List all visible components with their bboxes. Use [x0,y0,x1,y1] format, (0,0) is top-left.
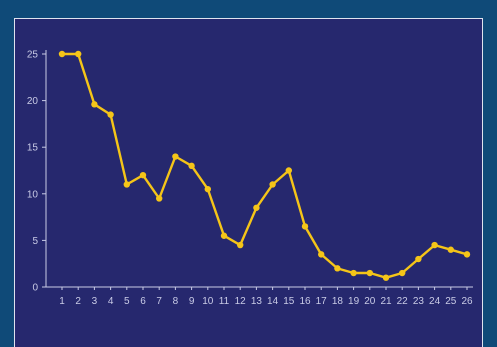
x-tick-label: 16 [299,296,311,307]
x-tick-label: 2 [75,296,81,307]
y-tick-label: 10 [27,189,39,200]
x-tick-label: 21 [380,296,392,307]
data-point [399,269,406,277]
data-point [220,232,228,239]
y-tick-label: 15 [27,143,39,154]
x-tick-label: 20 [364,296,376,307]
x-tick-label: 5 [124,296,130,307]
x-tick-label: 13 [251,296,263,307]
data-point [285,167,292,174]
x-tick-label: 25 [445,296,457,307]
x-tick-label: 14 [267,296,279,307]
data-point [139,171,147,179]
x-tick-label: 8 [173,296,179,307]
data-point [350,269,357,277]
plot-panel [14,18,483,347]
data-point [75,50,82,58]
x-tick-label: 3 [92,296,98,307]
y-tick-label: 0 [32,283,38,294]
y-tick-label: 20 [27,96,39,107]
x-tick-label: 9 [189,296,195,307]
x-tick-label: 10 [202,296,214,307]
data-point [58,50,66,58]
data-point [91,101,98,108]
y-tick-label: 5 [32,236,38,247]
data-point [253,204,260,211]
data-point [301,223,309,230]
data-point [318,251,325,258]
x-tick-label: 1 [59,296,65,307]
series-layer [58,50,471,281]
series-line [62,52,468,279]
data-point [269,181,276,188]
data-point [107,111,114,118]
x-tick-label: 12 [235,296,247,307]
x-tick-label: 15 [283,296,295,307]
x-tick-label: 7 [156,296,162,307]
x-tick-label: 22 [397,296,409,307]
data-point [366,269,373,277]
data-point [431,241,438,249]
x-tick-label: 11 [219,296,230,307]
data-point [237,241,244,249]
x-tick-label: 24 [429,296,441,307]
data-point [188,162,195,170]
x-tick-label: 6 [140,296,146,307]
y-tick-label: 25 [27,50,39,61]
axes [45,50,473,288]
data-point [382,274,390,281]
data-point [447,246,454,253]
x-tick-label: 4 [108,296,114,307]
x-tick-label: 18 [332,296,344,307]
data-point [123,181,130,188]
data-point [172,153,179,160]
data-point [156,195,163,202]
x-tick-label: 23 [413,296,425,307]
y-tick-labels: 0 5 10 15 20 25 [27,50,46,294]
data-point [334,265,341,272]
x-tick-label: 19 [348,296,360,307]
x-tick-label: 17 [316,296,328,307]
data-point [204,185,211,193]
x-tick-label: 26 [461,296,473,307]
data-point [463,251,471,258]
data-point [415,255,422,263]
x-tick-labels: 1 2 3 4 5 6 7 8 9 10 11 12 13 14 15 16 17 18 19 20 21 22 23 24 2… [59,287,473,307]
